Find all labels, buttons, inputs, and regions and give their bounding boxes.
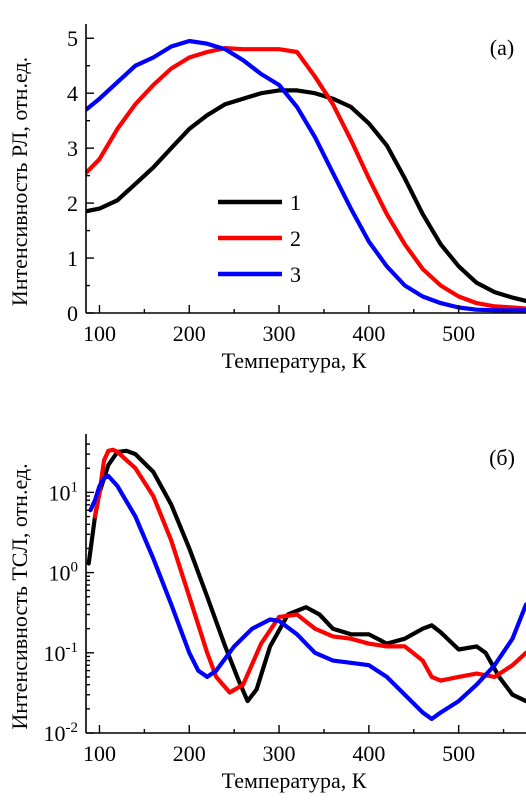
y-tick-label: 2: [67, 191, 78, 216]
legend-label-1: 1: [290, 190, 301, 215]
chart-panel-1: 100 200 300 400 500 0 1 2 3 4 5 Температура, К Интен…: [7, 24, 526, 373]
y-tick-label: 100: [49, 560, 79, 586]
y-axis-label: Интенсивность РЛ, отн.ед.: [7, 57, 32, 306]
series-group: [86, 41, 526, 310]
chart-panel-2: 100 200 300 400 500 10-2 10-1 100 101 Температура…: [7, 434, 526, 793]
x-tick-label: 500: [442, 321, 475, 346]
y-tick-label: 10-2: [44, 720, 79, 746]
y-tick-label: 101: [49, 479, 79, 505]
y-tick-label: 4: [67, 81, 78, 106]
x-tick-label: 400: [352, 321, 385, 346]
series-line-3: [91, 476, 526, 719]
x-tick-label: 200: [173, 321, 206, 346]
x-tick-label: 300: [263, 321, 296, 346]
legend-label-2: 2: [290, 226, 301, 251]
y-tick-label: 1: [67, 246, 78, 271]
panel-label: (б): [489, 445, 515, 470]
y-tick-label: 3: [67, 136, 78, 161]
x-tick-label: 100: [83, 741, 116, 766]
y-tick-label: 0: [67, 301, 78, 326]
x-axis-label: Температура, К: [222, 348, 367, 373]
x-tick-label: 100: [83, 321, 116, 346]
y-tick-label: 5: [67, 26, 78, 51]
y-tick-label: 10-1: [44, 640, 79, 666]
x-tick-label: 200: [173, 741, 206, 766]
x-tick-label: 400: [352, 741, 385, 766]
x-tick-label: 300: [263, 741, 296, 766]
series-group: [89, 450, 526, 719]
y-axis-label: Интенсивность ТСЛ, отн.ед.: [7, 463, 32, 729]
panel-label: (a): [490, 35, 514, 60]
series-line-1: [89, 451, 526, 701]
x-tick-label: 500: [442, 741, 475, 766]
legend-label-3: 3: [290, 262, 301, 287]
x-axis-label: Температура, К: [222, 768, 367, 793]
